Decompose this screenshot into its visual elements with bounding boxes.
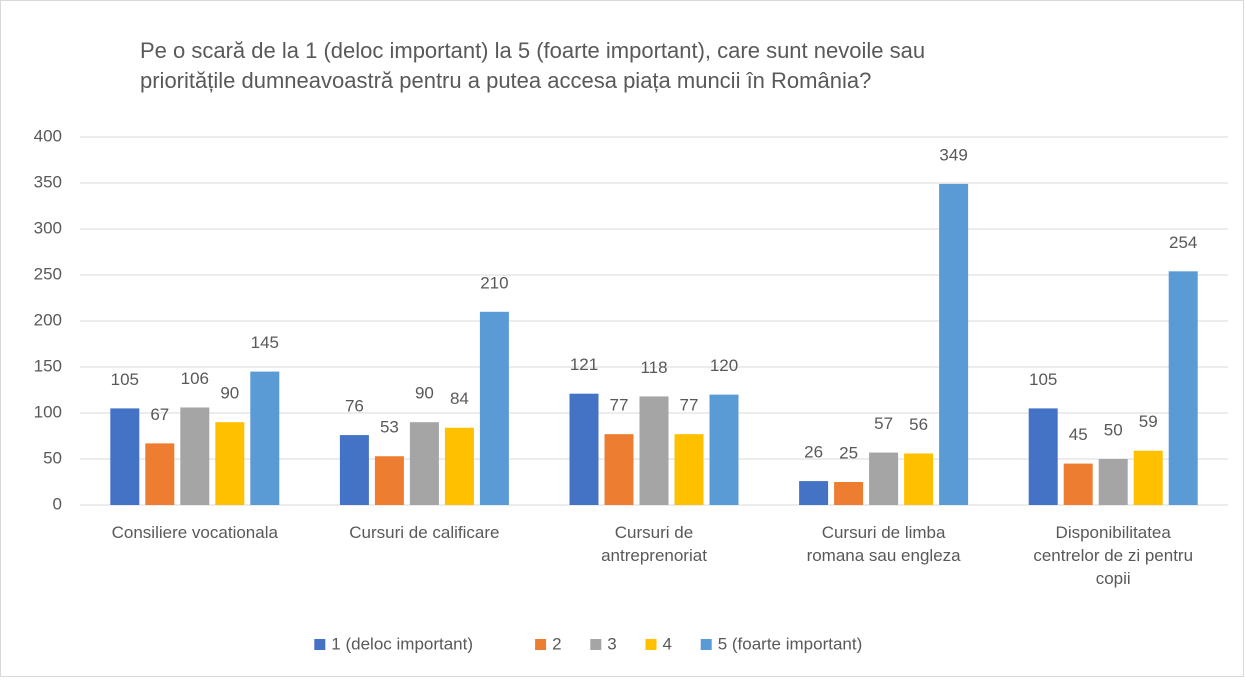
legend-swatch [645, 639, 657, 650]
bar [374, 456, 404, 505]
x-tick-label: Disponibilitatea centrelor de zi pentru co… [1033, 523, 1193, 588]
data-label: 90 [415, 384, 434, 403]
y-tick-label: 300 [34, 218, 62, 237]
bar [604, 434, 634, 505]
x-tick-label: Cursuri de antreprenoriat [601, 523, 707, 565]
bar [1098, 459, 1128, 505]
bar [110, 408, 140, 505]
bar [709, 394, 739, 505]
bar [250, 371, 280, 505]
data-label: 53 [380, 418, 399, 437]
y-tick-label: 50 [43, 448, 62, 467]
data-label: 59 [1139, 412, 1158, 431]
data-label: 84 [450, 389, 469, 408]
legend-label: 3 [607, 634, 616, 653]
data-label: 210 [480, 273, 508, 292]
y-tick-label: 0 [53, 494, 62, 513]
data-label: 56 [909, 415, 928, 434]
bar [339, 435, 369, 505]
data-label: 105 [1029, 370, 1057, 389]
bar [409, 422, 439, 505]
bar [1168, 271, 1198, 505]
data-label: 120 [710, 356, 738, 375]
bar [799, 481, 829, 505]
data-label: 105 [111, 370, 139, 389]
data-label: 76 [345, 397, 364, 416]
legend-swatch [314, 639, 326, 650]
data-label: 106 [181, 369, 209, 388]
legend-label: 2 [552, 634, 561, 653]
data-label: 26 [804, 443, 823, 462]
x-tick-label: Cursuri de limba romana sau engleza [807, 523, 962, 565]
y-tick-label: 100 [34, 402, 62, 421]
x-tick-label: Cursuri de calificare [349, 523, 499, 542]
bar [444, 427, 474, 505]
data-label: 349 [939, 145, 967, 164]
bar [215, 422, 245, 505]
y-tick-label: 200 [34, 310, 62, 329]
data-label: 25 [839, 443, 858, 462]
data-label: 45 [1069, 425, 1088, 444]
bar [869, 452, 899, 505]
data-label: 121 [570, 355, 598, 374]
data-label: 77 [680, 396, 699, 415]
legend-label: 5 (foarte important) [718, 634, 863, 653]
bar [939, 183, 969, 506]
y-tick-label: 150 [34, 356, 62, 375]
data-label: 77 [610, 396, 629, 415]
bar [145, 443, 175, 505]
y-tick-label: 350 [34, 172, 62, 191]
bar [1028, 408, 1058, 505]
data-label: 118 [640, 358, 667, 377]
bar [180, 407, 210, 505]
legend-swatch [590, 639, 602, 650]
data-label: 254 [1169, 233, 1197, 252]
y-tick-label: 250 [34, 264, 62, 283]
bar [904, 453, 934, 505]
chart-title: Pe o scară de la 1 (deloc important) la … [140, 38, 925, 93]
data-label: 50 [1104, 420, 1123, 439]
legend-label: 4 [663, 634, 672, 653]
legend-swatch [535, 639, 547, 650]
data-label: 57 [874, 414, 893, 433]
legend-label: 1 (deloc important) [331, 634, 473, 653]
legend-swatch [700, 639, 712, 650]
bar [569, 393, 599, 505]
data-label: 145 [251, 333, 279, 352]
bar [479, 311, 509, 505]
bar [1063, 463, 1093, 505]
bar [1133, 450, 1163, 505]
bar [674, 434, 704, 505]
data-label: 67 [150, 405, 169, 424]
x-tick-label: Consiliere vocationala [112, 523, 279, 542]
bar [639, 396, 669, 505]
bar [834, 482, 864, 505]
y-tick-label: 400 [34, 126, 62, 145]
data-label: 90 [220, 384, 239, 403]
